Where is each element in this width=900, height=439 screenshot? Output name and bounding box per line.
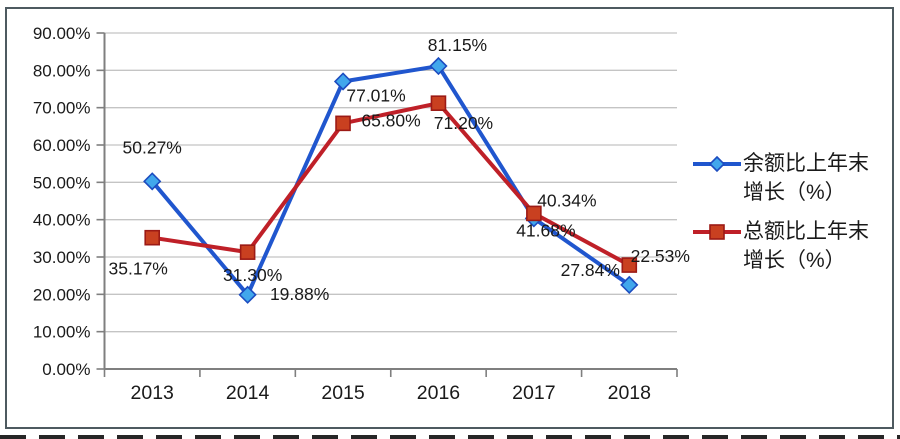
legend-label-line1: 余额比上年末 bbox=[743, 152, 869, 175]
y-axis-tick-label: 50.00% bbox=[33, 173, 91, 192]
x-axis-tick-label: 2017 bbox=[512, 382, 555, 404]
x-axis-tick-label: 2016 bbox=[417, 382, 460, 404]
legend-entry-balance-growth: 余额比上年末 增长（%） bbox=[693, 149, 885, 207]
data-point-square-icon bbox=[144, 229, 161, 246]
data-point-square-icon bbox=[430, 95, 447, 111]
data-label: 40.34% bbox=[537, 190, 596, 210]
legend-label-line2: 增长（%） bbox=[743, 249, 846, 272]
legend-label-line1: 总额比上年末 bbox=[743, 220, 869, 243]
data-point-square-icon bbox=[526, 205, 542, 222]
y-axis-tick-label: 20.00% bbox=[33, 285, 91, 304]
legend-square-marker-icon bbox=[709, 224, 725, 240]
y-axis-tick-label: 10.00% bbox=[33, 323, 91, 342]
data-point-square-icon bbox=[239, 244, 256, 260]
data-label: 35.17% bbox=[109, 259, 168, 279]
series-total-growth bbox=[144, 95, 638, 273]
legend-marker-shape bbox=[709, 224, 725, 240]
data-point-diamond-icon bbox=[143, 172, 162, 191]
x-axis-tick-label: 2015 bbox=[321, 382, 365, 404]
legend-line-diamond-icon bbox=[693, 155, 741, 173]
y-axis-tick-label: 80.00% bbox=[33, 61, 91, 80]
data-point-diamond-icon bbox=[429, 56, 448, 76]
data-point-diamond-icon bbox=[620, 275, 639, 295]
chart-frame bbox=[5, 7, 894, 429]
data-label: 19.88% bbox=[270, 284, 329, 304]
y-axis-tick-label: 0.00% bbox=[42, 360, 90, 379]
y-axis-tick-label: 90.00% bbox=[33, 24, 91, 43]
legend-line-square-icon bbox=[693, 224, 741, 240]
legend-label-line2: 增长（%） bbox=[743, 181, 846, 204]
data-label: 71.20% bbox=[434, 113, 493, 133]
legend-marker-shape bbox=[708, 155, 726, 173]
data-label: 50.27% bbox=[123, 137, 182, 157]
data-point-square-icon bbox=[335, 115, 351, 132]
data-label: 27.84% bbox=[561, 260, 620, 280]
legend-entry-total-growth: 总额比上年末 增长（%） bbox=[693, 217, 885, 275]
chart-legend: 余额比上年末 增长（%） 总额比上年末 增长（%） bbox=[693, 149, 885, 285]
series-line bbox=[150, 64, 631, 297]
y-axis-tick-label: 60.00% bbox=[33, 136, 91, 155]
x-axis-tick-label: 2013 bbox=[131, 382, 174, 404]
data-label: 22.53% bbox=[631, 246, 690, 266]
x-axis-tick-label: 2018 bbox=[608, 382, 651, 404]
legend-label-balance-growth: 余额比上年末 增长（%） bbox=[743, 149, 869, 207]
x-axis-tick-label: 2014 bbox=[226, 382, 270, 404]
legend-diamond-marker-icon bbox=[708, 155, 726, 173]
data-label: 31.30% bbox=[223, 265, 282, 285]
data-point-diamond-icon bbox=[238, 285, 257, 304]
data-label: 41.68% bbox=[516, 220, 575, 240]
data-point-diamond-icon bbox=[333, 72, 353, 91]
series-line bbox=[151, 101, 631, 267]
y-axis-tick-label: 30.00% bbox=[33, 248, 91, 267]
data-label: 77.01% bbox=[346, 85, 405, 105]
data-label: 65.80% bbox=[361, 110, 420, 130]
data-point-square-icon bbox=[621, 257, 638, 273]
y-axis-tick-label: 40.00% bbox=[33, 211, 91, 230]
data-label: 81.15% bbox=[428, 35, 487, 55]
page-dashed-line bbox=[0, 435, 900, 439]
legend-label-total-growth: 总额比上年末 增长（%） bbox=[743, 217, 869, 275]
y-axis-tick-label: 70.00% bbox=[33, 99, 91, 118]
